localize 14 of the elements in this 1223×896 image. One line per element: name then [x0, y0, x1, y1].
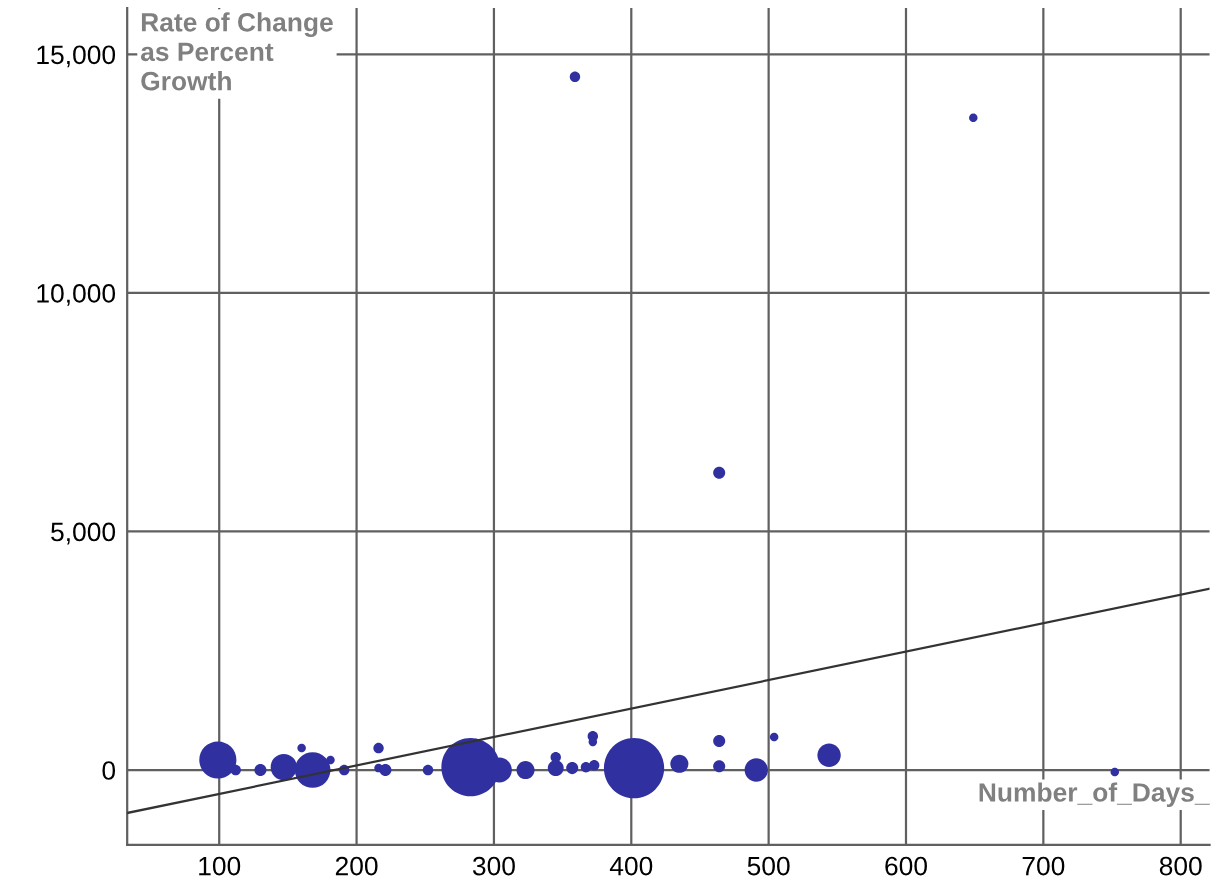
- y-tick-label: 10,000: [37, 284, 116, 306]
- x-tick-label: 200: [335, 856, 378, 876]
- y-tick-label: 5,000: [51, 522, 116, 545]
- x-tick-label: 300: [472, 856, 515, 876]
- y-tick-label: 15,000: [37, 45, 116, 68]
- x-tick-label: 100: [199, 856, 241, 876]
- x-tick-label: 400: [609, 856, 653, 876]
- x-tick-label: 700: [1022, 856, 1065, 876]
- x-tick-label: 800: [1159, 856, 1202, 876]
- x-axis-title: Number_of_Days_: [979, 782, 1210, 808]
- y-tick-label: 0: [102, 761, 116, 780]
- x-tick-label: 500: [747, 856, 790, 876]
- y-axis-title: Rate of Change as Percent Growth: [140, 12, 333, 91]
- x-tick-label: 600: [885, 856, 927, 876]
